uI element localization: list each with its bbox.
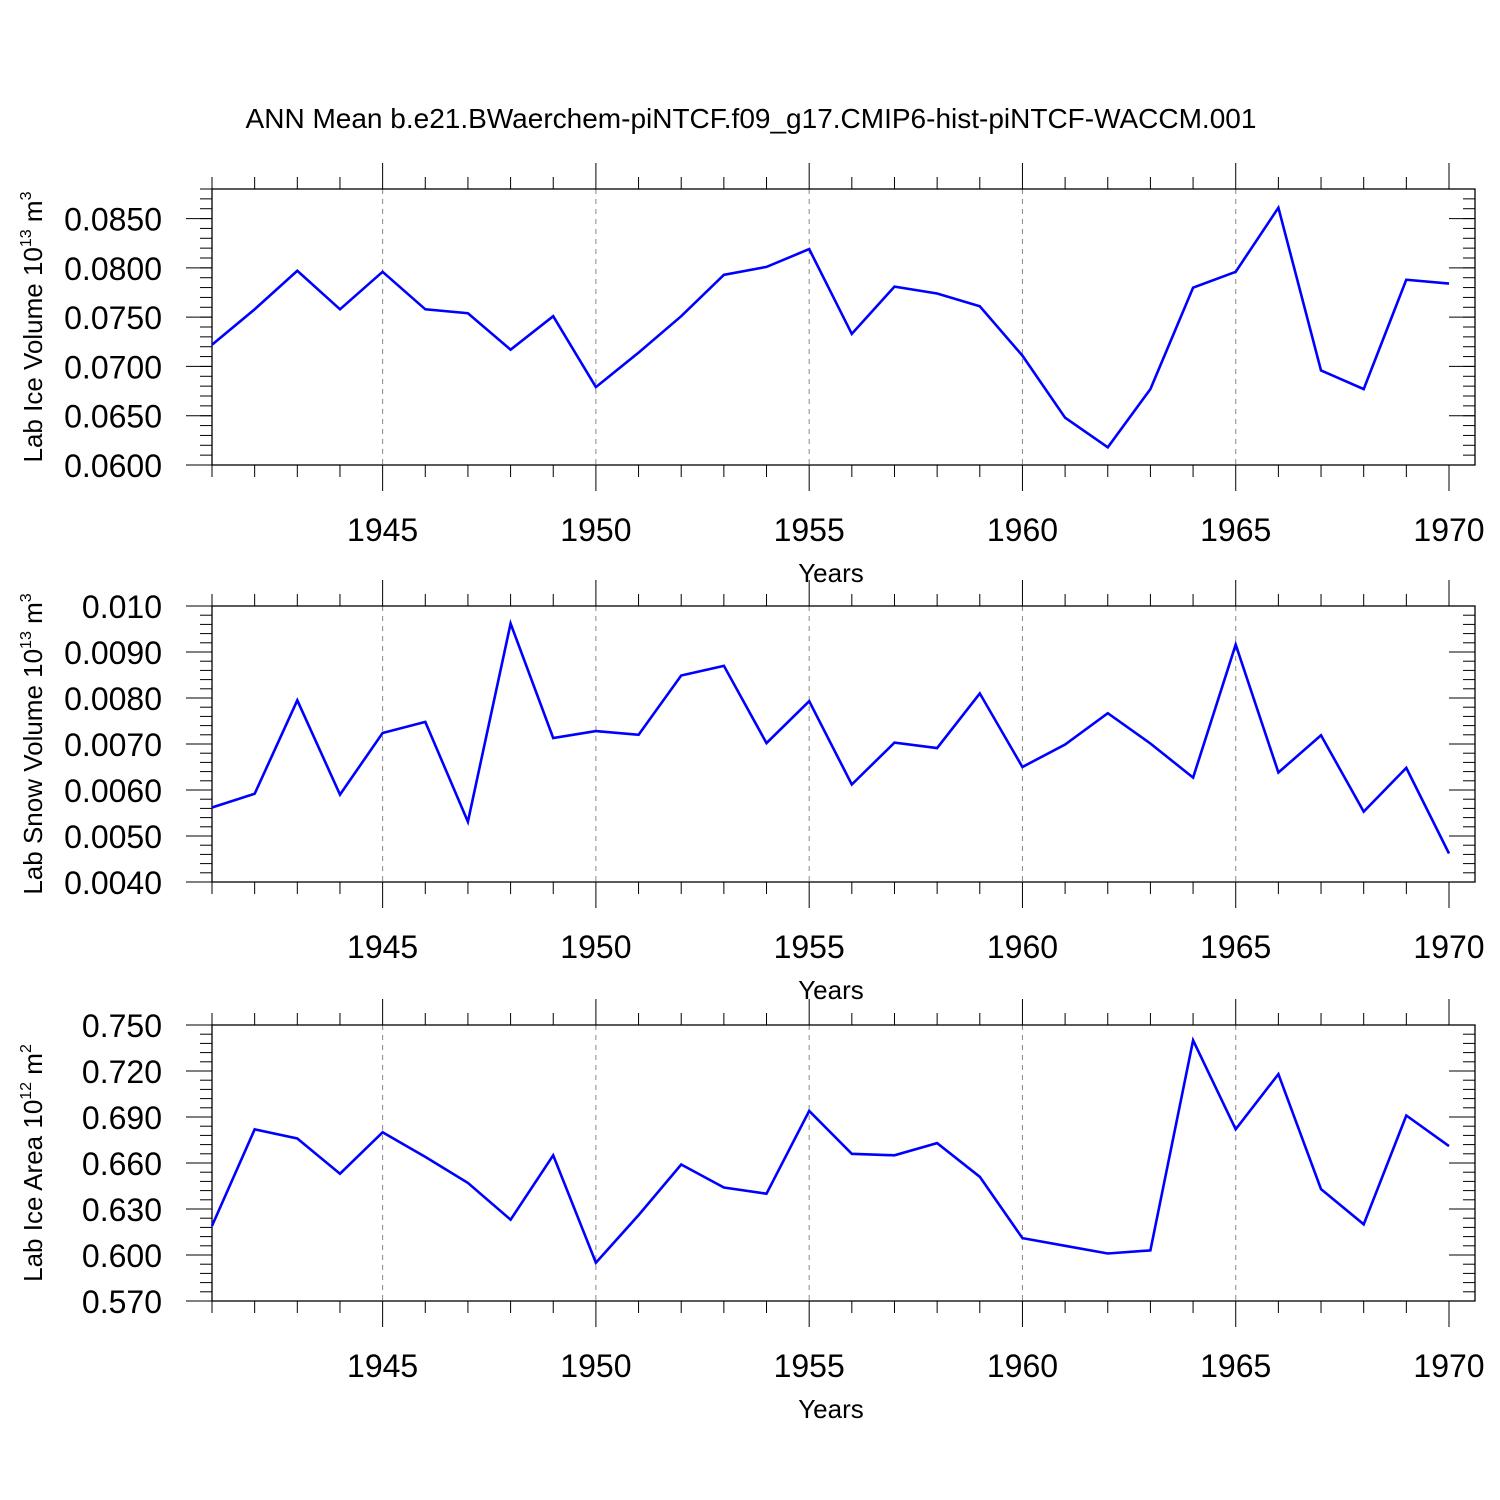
- chart-panel-2: 0.0040 0.0050 0.0060 0.0070 0.0080 0.0090 0.01…: [18, 580, 1485, 1005]
- x-tick-label: 1960: [987, 1348, 1058, 1384]
- y-tick-label: 0.0040: [64, 865, 162, 901]
- y-tick-label: 0.0060: [64, 773, 162, 809]
- y-tick-label: 0.570: [82, 1284, 162, 1320]
- x-tick-label: 1955: [774, 929, 845, 965]
- x-tick-label: 1955: [774, 1348, 845, 1384]
- y-tick-label: 0.0750: [64, 300, 162, 336]
- y-tick-label: 0.750: [82, 1008, 162, 1044]
- plot-frame: [211, 605, 1476, 883]
- x-axis-title: Years: [798, 975, 864, 1005]
- y-tick-label: 0.010: [82, 589, 162, 625]
- y-tick-label: 0.690: [82, 1100, 162, 1136]
- y-tick-label: 0.0700: [64, 349, 162, 385]
- y-tick-label: 0.720: [82, 1054, 162, 1090]
- x-tick-label: 1950: [560, 512, 631, 548]
- x-axis-title: Years: [798, 1394, 864, 1424]
- plot-frame: [211, 1024, 1476, 1302]
- y-tick-label: 0.0070: [64, 727, 162, 763]
- x-tick-label: 1960: [987, 512, 1058, 548]
- chart-panels: 0.0600 0.0650 0.0700 0.0750 0.0800 0.0850 1945…: [18, 163, 1485, 1424]
- x-tick-label: 1970: [1413, 512, 1484, 548]
- x-tick-label: 1965: [1200, 929, 1271, 965]
- y-tick-label: 0.0080: [64, 681, 162, 717]
- x-tick-label: 1950: [560, 1348, 631, 1384]
- x-tick-label: 1945: [347, 929, 418, 965]
- y-axis-title: Lab Snow Volume 1013 m3: [18, 593, 48, 894]
- chart-title: ANN Mean b.e21.BWaerchem-piNTCF.f09_g17.…: [246, 103, 1257, 134]
- x-axis-title: Years: [798, 558, 864, 588]
- y-tick-label: 0.0800: [64, 251, 162, 287]
- x-tick-label: 1950: [560, 929, 631, 965]
- x-tick-label: 1945: [347, 1348, 418, 1384]
- y-axis-title: Lab Ice Area 1012 m2: [18, 1044, 48, 1282]
- series-line: [211, 618, 1451, 855]
- y-tick-label: 0.0050: [64, 819, 162, 855]
- series-line: [211, 204, 1450, 450]
- chart-panel-1: 0.0600 0.0650 0.0700 0.0750 0.0800 0.0850 1945…: [18, 163, 1485, 588]
- x-tick-label: 1965: [1200, 512, 1271, 548]
- y-tick-label: 0.660: [82, 1146, 162, 1182]
- x-tick-label: 1945: [347, 512, 418, 548]
- y-tick-label: 0.0600: [64, 448, 162, 484]
- series-line: [210, 1036, 1450, 1266]
- x-tick-label: 1960: [987, 929, 1058, 965]
- y-axis-title: Lab Ice Volume 1013 m3: [18, 191, 48, 462]
- y-tick-label: 0.0090: [64, 635, 162, 671]
- x-tick-label: 1955: [774, 512, 845, 548]
- x-tick-label: 1970: [1413, 1348, 1484, 1384]
- x-tick-label: 1970: [1413, 929, 1484, 965]
- y-tick-label: 0.600: [82, 1238, 162, 1274]
- y-tick-label: 0.630: [82, 1192, 162, 1228]
- x-tick-label: 1965: [1200, 1348, 1271, 1384]
- y-tick-label: 0.0850: [64, 202, 162, 238]
- chart-panel-3: 0.570 0.600 0.630 0.660 0.690 0.720 0.750 1945 1…: [18, 999, 1485, 1424]
- y-tick-label: 0.0650: [64, 399, 162, 435]
